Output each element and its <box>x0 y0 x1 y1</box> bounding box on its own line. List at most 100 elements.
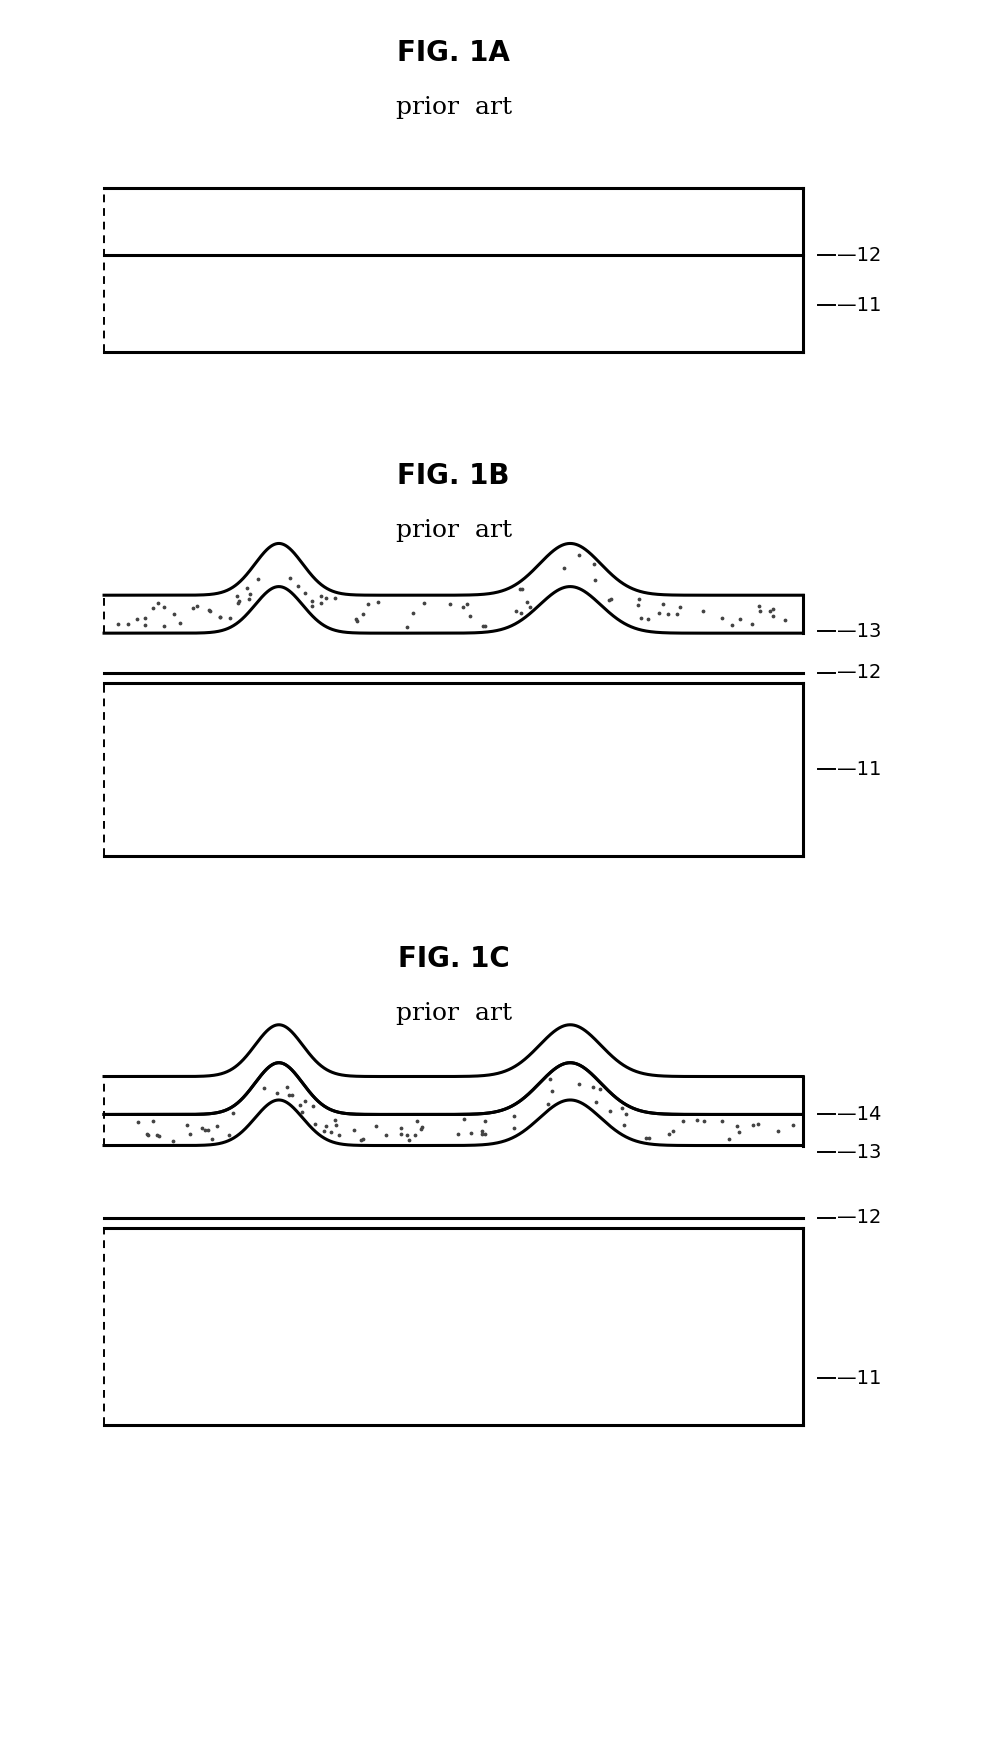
Point <box>463 602 479 630</box>
Text: prior  art: prior art <box>396 96 512 118</box>
Point <box>407 1122 423 1149</box>
Point <box>296 579 312 607</box>
Text: FIG. 1B: FIG. 1B <box>397 463 510 490</box>
Point <box>571 1069 587 1097</box>
Text: prior  art: prior art <box>396 1002 512 1024</box>
Point <box>150 590 165 617</box>
Point <box>202 596 218 624</box>
Point <box>585 1073 601 1101</box>
Point <box>694 596 710 624</box>
Point <box>402 1127 418 1155</box>
Point <box>765 602 781 630</box>
Point <box>184 595 200 623</box>
Point <box>478 1108 493 1136</box>
Point <box>109 610 125 638</box>
Point <box>137 603 153 631</box>
Point <box>745 610 760 638</box>
Point <box>617 1111 632 1139</box>
Point <box>354 1127 369 1155</box>
Point <box>250 565 266 593</box>
Point <box>557 555 572 583</box>
Point <box>641 1123 657 1151</box>
Point <box>146 595 162 623</box>
Point <box>230 590 246 617</box>
Text: —13: —13 <box>837 623 882 642</box>
Point <box>323 1118 339 1146</box>
Point <box>204 1125 220 1153</box>
Point <box>456 1104 472 1132</box>
Text: —11: —11 <box>837 1369 882 1388</box>
Point <box>513 598 529 626</box>
Point <box>332 1122 348 1149</box>
Point <box>602 1097 618 1125</box>
Point <box>368 1111 384 1139</box>
Point <box>304 588 320 616</box>
Point <box>165 1127 181 1155</box>
Point <box>318 584 334 612</box>
Point <box>544 1078 559 1106</box>
Point <box>721 1125 737 1153</box>
Point <box>514 576 530 603</box>
Text: —13: —13 <box>837 1143 882 1162</box>
Point <box>282 563 297 591</box>
Point <box>522 593 538 621</box>
Point <box>130 1108 146 1136</box>
Point <box>630 586 646 614</box>
Point <box>197 1116 213 1144</box>
Point <box>777 607 793 635</box>
Point <box>378 1122 394 1149</box>
Point <box>588 1089 604 1116</box>
Point <box>226 1099 241 1127</box>
Point <box>318 1113 334 1141</box>
Point <box>414 1115 429 1143</box>
Point <box>182 1120 198 1148</box>
Point <box>442 590 458 617</box>
Point <box>592 1075 608 1103</box>
Point <box>209 1111 225 1139</box>
Point <box>307 1109 323 1137</box>
Point <box>350 607 365 635</box>
Point <box>630 591 646 619</box>
Point <box>669 600 685 628</box>
Point <box>475 612 491 640</box>
Point <box>475 1120 491 1148</box>
Point <box>750 1109 765 1137</box>
Point <box>455 593 471 621</box>
Point <box>222 603 237 631</box>
Point <box>770 1116 786 1144</box>
Point <box>450 1120 466 1148</box>
Point <box>212 603 228 631</box>
Point <box>393 1115 409 1143</box>
Point <box>356 1125 371 1153</box>
Text: —14: —14 <box>837 1104 882 1123</box>
Point <box>675 1108 690 1136</box>
Point <box>281 1080 296 1108</box>
Point <box>355 600 370 628</box>
Point <box>212 603 228 631</box>
Point <box>619 1101 634 1129</box>
Point <box>512 576 528 603</box>
Point <box>586 550 602 577</box>
Point <box>120 610 136 638</box>
Point <box>269 1080 285 1108</box>
Point <box>152 1122 167 1149</box>
Point <box>346 1116 361 1144</box>
Point <box>327 584 343 612</box>
Point <box>129 605 145 633</box>
Point <box>172 609 188 636</box>
Point <box>296 1087 312 1115</box>
Point <box>729 1111 745 1139</box>
Point <box>201 596 217 624</box>
Point <box>459 591 475 619</box>
Point <box>655 590 671 617</box>
Point <box>416 590 431 617</box>
Point <box>651 600 667 628</box>
Point <box>409 1106 425 1134</box>
Point <box>540 1090 556 1118</box>
Point <box>665 1118 681 1146</box>
Point <box>614 1094 629 1122</box>
Point <box>295 1097 310 1125</box>
Point <box>393 1120 409 1148</box>
Point <box>349 605 364 633</box>
Point <box>753 596 768 624</box>
